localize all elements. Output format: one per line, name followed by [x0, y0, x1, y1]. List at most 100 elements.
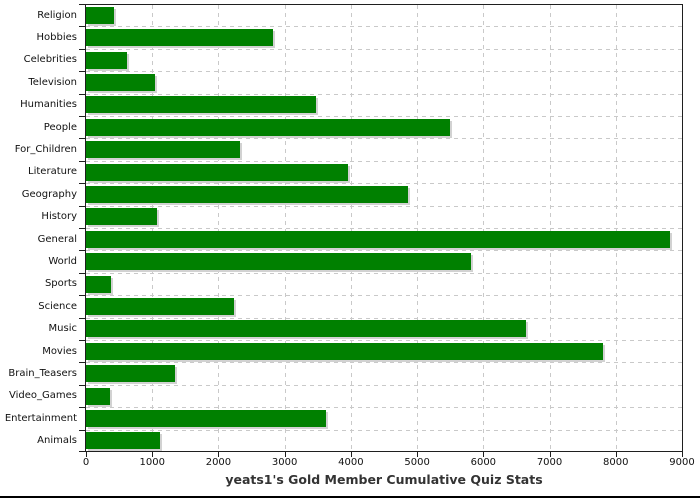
bar-animals	[86, 432, 160, 450]
bar-celebrities	[86, 51, 127, 69]
bar-science	[86, 297, 234, 315]
bottom-border-line	[0, 496, 700, 498]
y-axis-tick	[79, 138, 85, 140]
bar-movies	[86, 342, 603, 360]
gridline-vertical	[417, 5, 418, 451]
bar-literature	[86, 163, 348, 181]
x-axis-tick-label: 5000	[404, 457, 430, 468]
gridline-horizontal	[86, 205, 682, 207]
x-axis-tick-label: 3000	[271, 457, 298, 468]
y-axis-label: Sports	[44, 278, 77, 290]
x-axis-tick	[682, 452, 683, 457]
gridline-vertical	[550, 5, 551, 451]
x-axis-tick	[417, 452, 419, 457]
x-axis-tick-label: 9000	[669, 457, 695, 468]
plot-area	[85, 4, 683, 452]
bar-history	[86, 208, 157, 226]
gridline-horizontal	[86, 183, 682, 185]
y-axis-tick	[79, 48, 85, 50]
x-axis-tick-label: 0	[82, 457, 90, 468]
gridline-vertical	[351, 5, 352, 451]
y-axis-tick	[79, 116, 85, 117]
gridline-horizontal	[86, 384, 682, 386]
gridline-horizontal	[86, 48, 682, 50]
y-axis-label: Brain_Teasers	[8, 368, 77, 380]
gridline-horizontal	[86, 71, 682, 73]
bar-entertainment	[86, 409, 326, 427]
y-axis-tick	[79, 93, 85, 95]
y-axis-label: Video_Games	[9, 390, 77, 402]
x-axis-tick	[86, 452, 87, 457]
y-axis-tick	[79, 340, 85, 341]
y-axis-label: Humanities	[20, 99, 77, 111]
y-axis-tick	[79, 71, 85, 73]
x-axis-tick	[483, 452, 485, 457]
x-axis-tick-label: 7000	[536, 457, 563, 468]
y-axis-tick	[79, 407, 85, 409]
y-axis-tick	[79, 451, 85, 452]
bar-video_games	[86, 387, 110, 405]
x-axis-tick-label: 1000	[139, 457, 165, 468]
gridline-horizontal	[86, 429, 682, 431]
y-axis-label: Entertainment	[4, 412, 77, 424]
y-axis-label: Television	[28, 76, 77, 88]
gridline-vertical	[616, 5, 617, 451]
gridline-horizontal	[86, 407, 682, 409]
gridline-horizontal	[86, 340, 682, 341]
y-axis-tick	[79, 205, 85, 207]
gridline-horizontal	[86, 26, 682, 28]
y-axis-tick	[79, 26, 85, 28]
y-axis-label: Science	[38, 300, 77, 312]
gridline-horizontal	[86, 272, 682, 274]
y-axis-tick	[79, 295, 85, 297]
y-axis-label: Geography	[21, 188, 77, 200]
bar-brain_teasers	[86, 365, 175, 383]
y-axis-tick	[79, 228, 85, 229]
y-axis-label: People	[43, 121, 77, 133]
gridline-vertical	[218, 5, 219, 451]
y-axis-tick	[79, 183, 85, 185]
y-axis-tick	[79, 4, 85, 5]
bar-television	[86, 73, 155, 91]
bar-religion	[86, 6, 114, 24]
chart-title: yeats1's Gold Member Cumulative Quiz Sta…	[225, 472, 543, 487]
y-axis-tick	[79, 429, 85, 431]
y-axis-tick	[79, 160, 85, 162]
bar-world	[86, 253, 471, 271]
x-axis-tick	[284, 452, 286, 457]
gridline-vertical	[285, 5, 286, 451]
bar-people	[86, 118, 450, 136]
gridline-horizontal	[86, 228, 682, 229]
y-axis-label: Celebrities	[23, 54, 77, 66]
gridline-horizontal	[86, 317, 682, 319]
gridline-horizontal	[86, 93, 682, 95]
y-axis-label: History	[41, 211, 77, 223]
bar-hobbies	[86, 29, 273, 47]
bar-geography	[86, 185, 408, 203]
x-axis-tick-label: 2000	[205, 457, 232, 468]
x-axis-tick	[615, 452, 617, 457]
gridline-horizontal	[86, 362, 682, 364]
y-axis-label: Movies	[42, 345, 77, 357]
x-axis-tick	[549, 452, 551, 457]
y-axis-label: For_Children	[14, 144, 77, 156]
bar-for_children	[86, 141, 240, 159]
x-axis-tick	[350, 452, 352, 457]
x-axis-tick-label: 4000	[338, 457, 364, 468]
y-axis-tick	[79, 384, 85, 386]
gridline-horizontal	[86, 250, 682, 252]
y-axis-label: Music	[48, 323, 77, 335]
y-axis-label: Animals	[37, 435, 77, 447]
bar-humanities	[86, 96, 316, 114]
gridline-horizontal	[86, 116, 682, 117]
gridline-vertical	[483, 5, 484, 451]
x-axis-tick-label: 6000	[470, 457, 497, 468]
gridline-horizontal	[86, 295, 682, 297]
bar-music	[86, 320, 526, 338]
y-axis-label: Literature	[28, 166, 77, 178]
y-axis-tick	[79, 250, 85, 252]
y-axis-label: Religion	[37, 9, 77, 21]
y-axis-tick	[79, 317, 85, 319]
x-axis-tick	[218, 452, 220, 457]
